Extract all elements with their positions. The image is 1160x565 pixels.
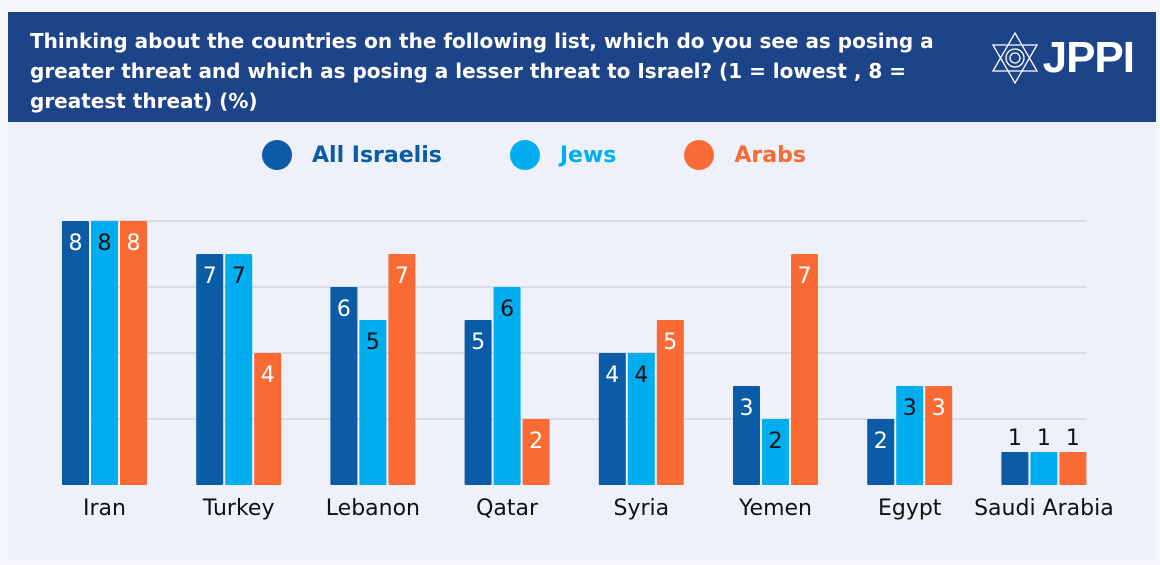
data-label: 7 — [232, 264, 246, 289]
data-label: 1 — [1066, 426, 1080, 451]
bar-arabs — [925, 386, 953, 485]
bar-all-israelis — [330, 287, 358, 485]
data-label: 3 — [932, 396, 946, 421]
legend-label: Jews — [559, 142, 617, 168]
category-label: Yemen — [738, 496, 812, 521]
bar-arabs — [388, 254, 416, 485]
bar-arabs — [120, 221, 147, 485]
jppi-logo: JPPI — [987, 30, 1135, 86]
data-label: 7 — [395, 264, 409, 289]
category-label: Qatar — [476, 496, 539, 521]
legend-marker — [262, 140, 292, 170]
data-label: 5 — [366, 330, 380, 355]
bar-arabs — [791, 254, 818, 485]
bar-arabs — [656, 320, 684, 485]
legend-marker — [509, 140, 540, 170]
data-label: 2 — [769, 429, 783, 454]
data-label: 2 — [874, 429, 888, 454]
bar-jews — [896, 386, 924, 485]
bar-jews — [91, 221, 118, 485]
legend-marker — [684, 140, 715, 170]
category-label: Syria — [613, 496, 669, 521]
legend-item-all-israelis: All Israelis — [262, 140, 442, 170]
legend-label: All Israelis — [312, 142, 442, 168]
bar-jews — [225, 254, 253, 485]
bar-jews — [627, 353, 655, 485]
bar-all-israelis — [196, 254, 224, 485]
category-label: Lebanon — [326, 496, 420, 521]
data-label: 3 — [740, 396, 754, 421]
data-label: 6 — [500, 297, 514, 322]
category-label: Egypt — [878, 496, 942, 521]
data-label: 6 — [337, 297, 351, 322]
bar-jews — [762, 419, 789, 485]
data-label: 4 — [605, 363, 619, 388]
bar-arabs — [254, 353, 282, 485]
bar-all-israelis — [598, 353, 626, 485]
data-label: 5 — [471, 330, 485, 355]
bar-all-israelis — [464, 320, 492, 485]
legend-label: Arabs — [734, 142, 806, 168]
logo-text: JPPI — [1042, 33, 1135, 82]
data-label: 8 — [98, 231, 112, 256]
bar-jews — [1030, 452, 1058, 485]
data-label: 3 — [903, 396, 917, 421]
data-label: 7 — [203, 264, 217, 289]
data-label: 4 — [634, 363, 648, 388]
data-label: 2 — [529, 429, 543, 454]
legend-item-jews: Jews — [509, 140, 617, 170]
header-banner: Thinking about the countries on the foll… — [8, 12, 1156, 122]
legend-item-arabs: Arabs — [684, 140, 806, 170]
data-label: 7 — [798, 264, 812, 289]
chart-title: Thinking about the countries on the foll… — [30, 29, 934, 113]
category-label: Turkey — [202, 496, 275, 521]
bar-jews — [359, 320, 387, 485]
bar-all-israelis — [867, 419, 895, 485]
data-label: 1 — [1008, 426, 1022, 451]
data-label: 5 — [663, 330, 677, 355]
legend: All Israelis Jews Arabs — [262, 140, 874, 170]
data-label: 1 — [1037, 426, 1051, 451]
bar-all-israelis — [1001, 452, 1029, 485]
category-label: Saudi Arabia — [974, 496, 1114, 521]
data-label: 4 — [261, 363, 275, 388]
bar-all-israelis — [62, 221, 89, 485]
category-label: Iran — [83, 496, 126, 521]
bar-jews — [493, 287, 521, 485]
star-of-david-icon — [991, 31, 1038, 85]
bar-all-israelis — [733, 386, 760, 485]
bar-arabs — [1059, 452, 1087, 485]
bar-arabs — [522, 419, 550, 485]
data-label: 8 — [69, 231, 83, 256]
data-label: 8 — [127, 231, 141, 256]
